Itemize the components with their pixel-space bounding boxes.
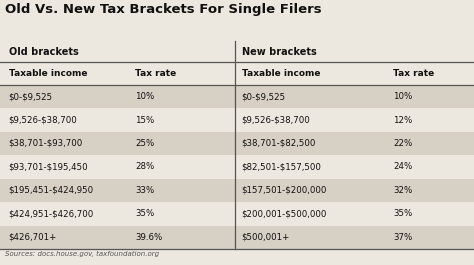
Text: \$424,951-\$426,700: \$424,951-\$426,700 [9, 209, 94, 218]
Text: 39.6%: 39.6% [135, 233, 162, 242]
Bar [0, 202, 474, 226]
Text: 24%: 24% [393, 162, 413, 171]
Text: 28%: 28% [135, 162, 155, 171]
Text: 35%: 35% [393, 209, 413, 218]
Text: 22%: 22% [393, 139, 413, 148]
Text: \$38,701-\$93,700: \$38,701-\$93,700 [9, 139, 83, 148]
Text: \$9,526-\$38,700: \$9,526-\$38,700 [242, 116, 310, 125]
Text: \$93,701-\$195,450: \$93,701-\$195,450 [9, 162, 88, 171]
Text: \$195,451-\$424,950: \$195,451-\$424,950 [9, 186, 94, 195]
Text: \$426,701+: \$426,701+ [9, 233, 57, 242]
Bar [0, 132, 474, 155]
Bar [0, 108, 474, 132]
Text: 32%: 32% [393, 186, 413, 195]
Text: \$9,526-\$38,700: \$9,526-\$38,700 [9, 116, 77, 125]
Bar [0, 155, 474, 179]
Text: \$0-\$9,525: \$0-\$9,525 [9, 92, 53, 101]
Text: \$157,501-\$200,000: \$157,501-\$200,000 [242, 186, 327, 195]
Text: Sources: docs.house.gov, taxfoundation.org: Sources: docs.house.gov, taxfoundation.o… [5, 250, 159, 257]
Text: Old brackets: Old brackets [9, 47, 78, 57]
Text: Taxable income: Taxable income [9, 69, 87, 78]
Bar [0, 85, 474, 108]
Text: 37%: 37% [393, 233, 413, 242]
Text: \$0-\$9,525: \$0-\$9,525 [242, 92, 286, 101]
Bar [0, 179, 474, 202]
Text: 15%: 15% [135, 116, 155, 125]
Text: \$38,701-\$82,500: \$38,701-\$82,500 [242, 139, 316, 148]
Text: 25%: 25% [135, 139, 155, 148]
Text: \$500,001+: \$500,001+ [242, 233, 290, 242]
Text: 12%: 12% [393, 116, 413, 125]
Text: Tax rate: Tax rate [135, 69, 176, 78]
Bar [0, 226, 474, 249]
Text: 33%: 33% [135, 186, 155, 195]
Text: \$200,001-\$500,000: \$200,001-\$500,000 [242, 209, 327, 218]
Text: Taxable income: Taxable income [242, 69, 320, 78]
Text: Old Vs. New Tax Brackets For Single Filers: Old Vs. New Tax Brackets For Single File… [5, 3, 321, 16]
Text: 10%: 10% [135, 92, 155, 101]
Text: New brackets: New brackets [242, 47, 317, 57]
Text: Tax rate: Tax rate [393, 69, 435, 78]
Text: \$82,501-\$157,500: \$82,501-\$157,500 [242, 162, 322, 171]
Bar [0, 62, 474, 85]
Text: 35%: 35% [135, 209, 155, 218]
Text: 10%: 10% [393, 92, 413, 101]
